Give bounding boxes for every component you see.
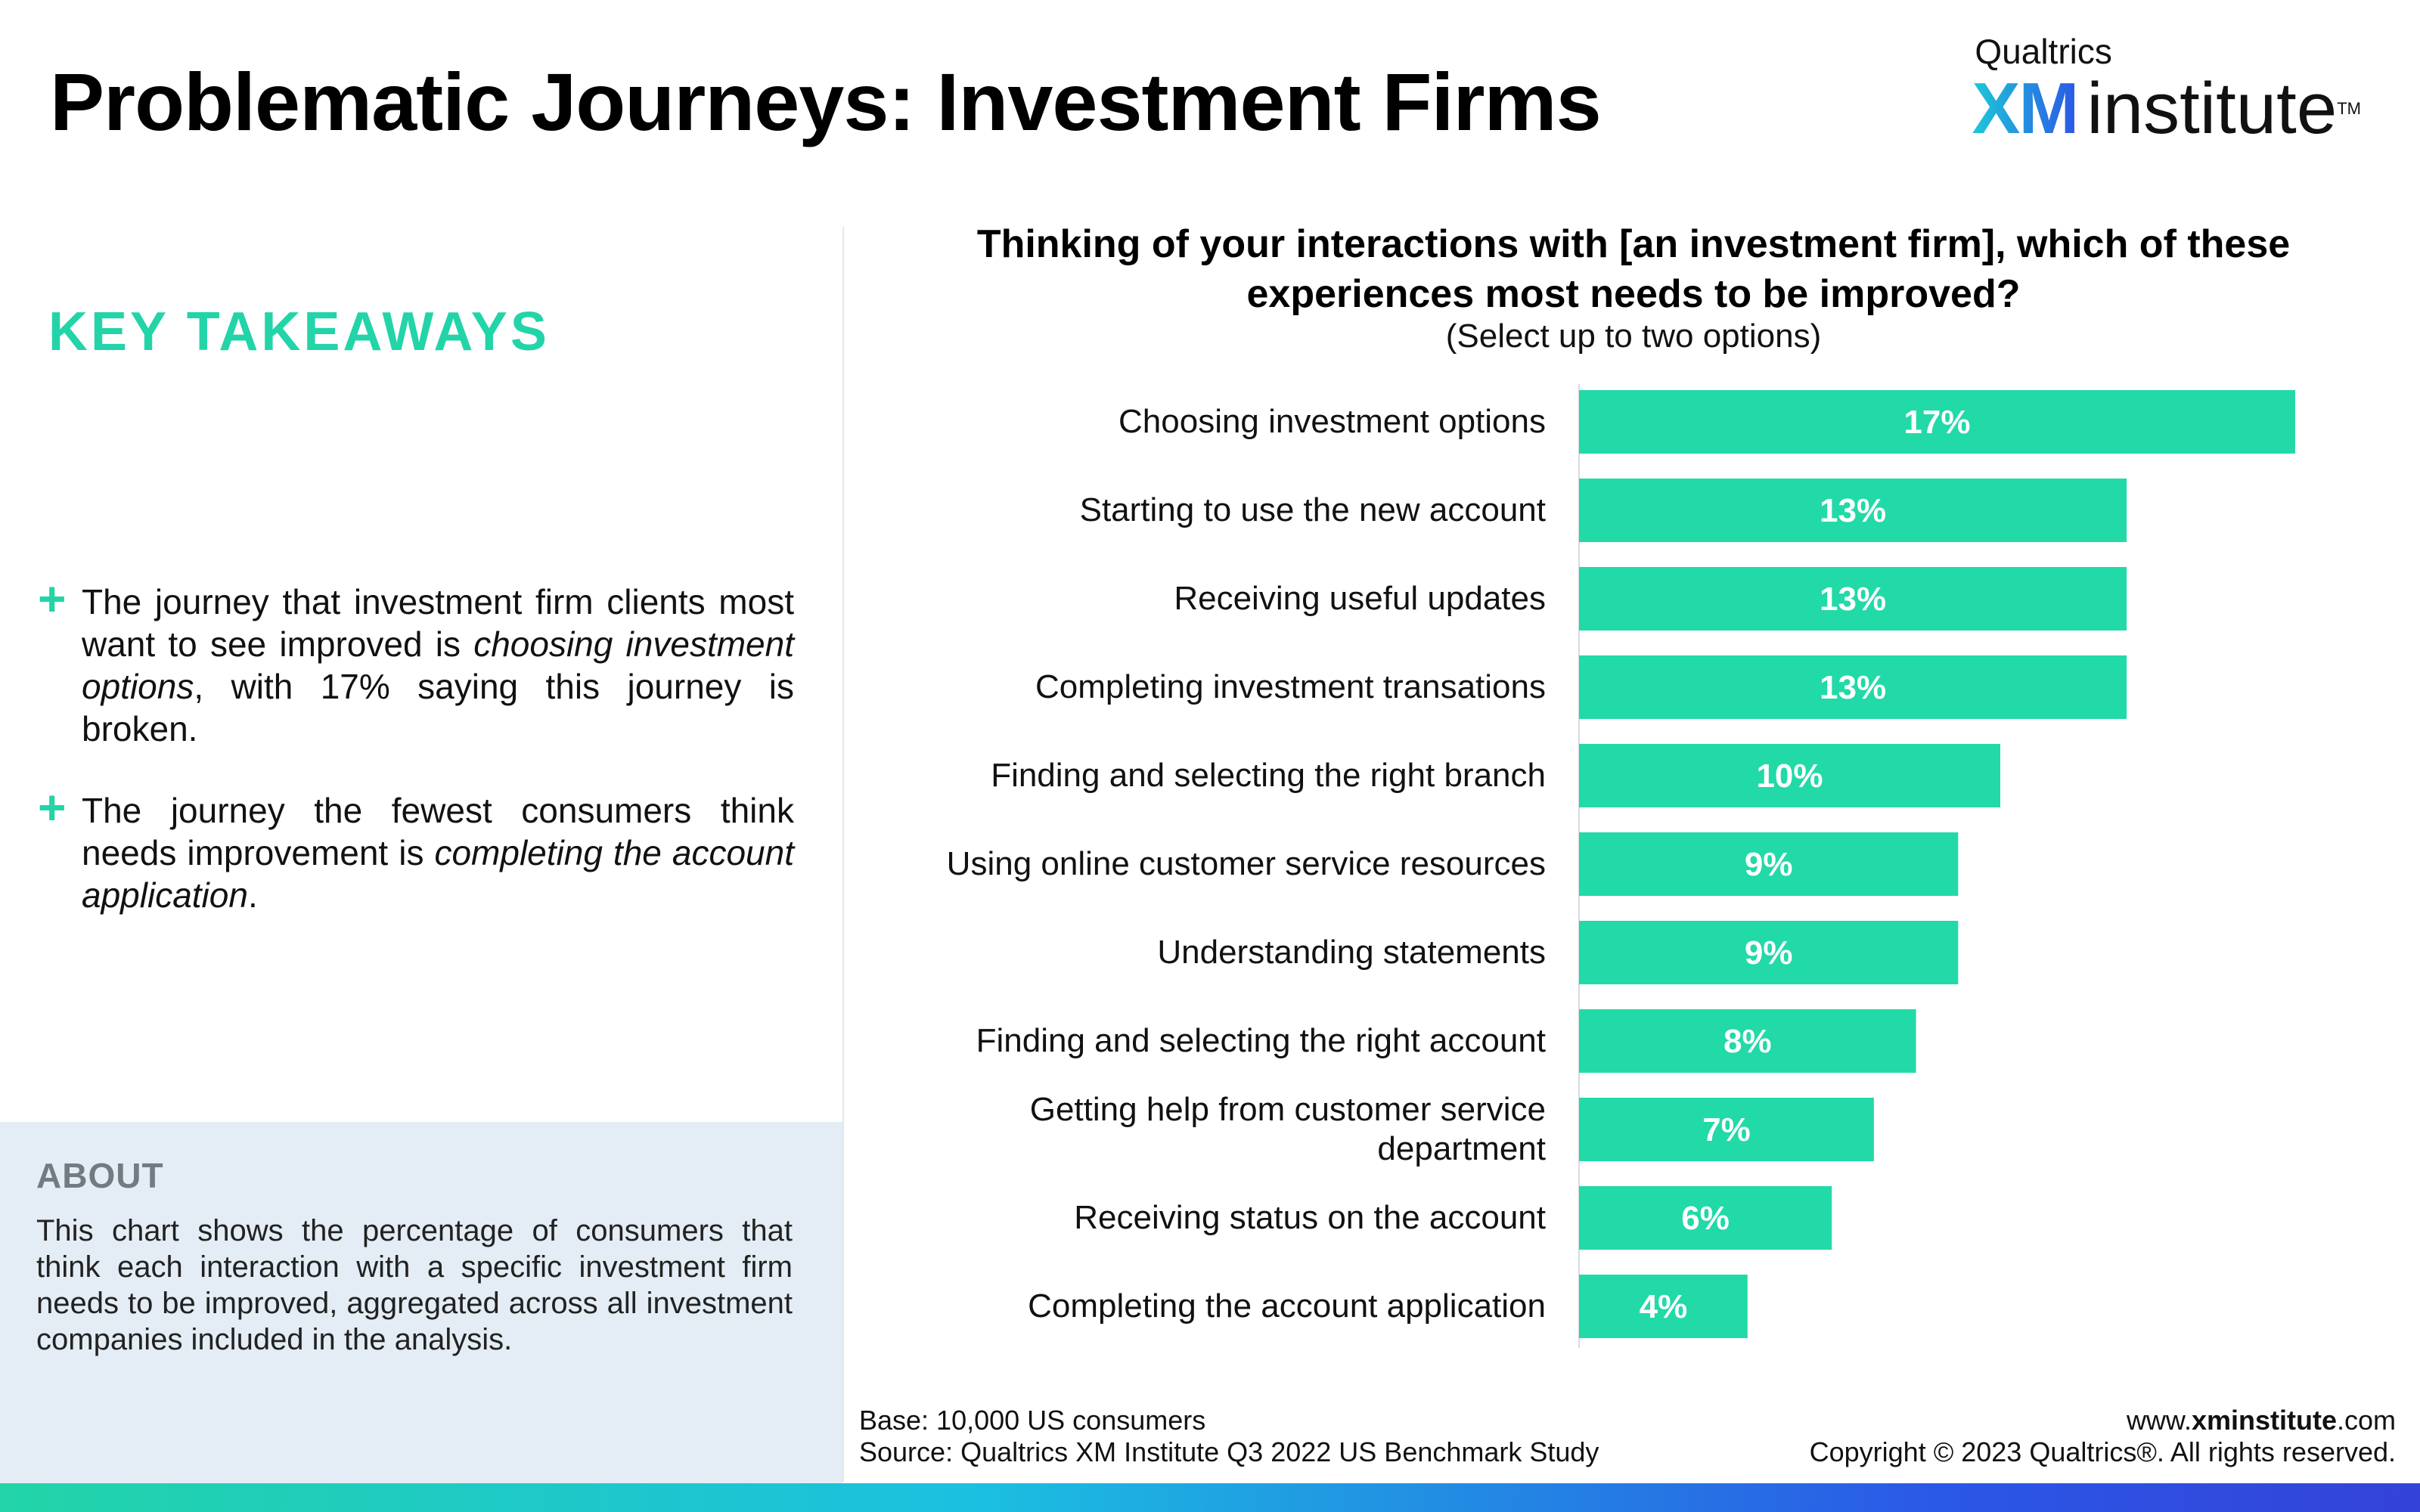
bar-value-label: 7% [1702, 1111, 1751, 1148]
about-heading: ABOUT [36, 1156, 164, 1195]
about-panel: ABOUT This chart shows the percentage of… [0, 1122, 842, 1483]
bar [1579, 1098, 1874, 1161]
category-label: Understanding statements [1157, 934, 1546, 971]
bar-value-label: 6% [1681, 1200, 1730, 1237]
bar-value-label: 13% [1820, 669, 1886, 706]
category-label: Receiving useful updates [1174, 580, 1546, 617]
website-link[interactable]: www.xminstitute.com [2126, 1405, 2396, 1436]
category-label: Completing the account application [1028, 1287, 1546, 1325]
logo-qualtrics-text: Qualtrics [1975, 32, 2112, 71]
chart-subtitle: (Select up to two options) [1445, 318, 1822, 355]
bar-value-label: 9% [1745, 846, 1793, 883]
bar [1579, 479, 2127, 542]
takeaway-text: The journey the fewest consumers think n… [82, 791, 795, 915]
bar-value-label: 10% [1756, 758, 1823, 795]
bar-value-label: 8% [1723, 1023, 1772, 1060]
bar-value-label: 4% [1640, 1288, 1688, 1325]
bar [1579, 567, 2127, 631]
bar [1579, 1009, 1916, 1073]
bar-value-label: 13% [1820, 492, 1886, 529]
bar [1579, 1275, 1748, 1338]
category-label: Completing investment transations [1035, 668, 1546, 705]
about-text: This chart shows the percentage of consu… [36, 1214, 793, 1356]
takeaway-text: The journey that investment firm clients… [82, 582, 794, 748]
bar [1579, 655, 2127, 719]
column-divider [842, 227, 844, 1482]
takeaway-item: + The journey that investment firm clien… [38, 575, 794, 750]
bar [1579, 744, 2000, 807]
category-label: Finding and selecting the right account [976, 1022, 1546, 1059]
source-note: Source: Qualtrics XM Institute Q3 2022 U… [859, 1436, 1599, 1467]
chart-title: Thinking of your interactions with [an i… [976, 222, 2291, 316]
category-label: Using online customer service resources [947, 845, 1546, 882]
bottom-gradient-bar [0, 1483, 2420, 1512]
bar-value-label: 17% [1903, 404, 1970, 441]
base-note: Base: 10,000 US consumers [859, 1405, 1206, 1436]
plus-icon: + [38, 780, 67, 835]
bar [1579, 1186, 1832, 1250]
footer-right: www.xminstitute.com Copyright © 2023 Qua… [1810, 1405, 2396, 1468]
category-label: Receiving status on the account [1074, 1199, 1546, 1236]
bar [1579, 832, 1959, 896]
logo-main: XM instituteTM [1972, 73, 2361, 145]
category-label: Getting help from customer service depart… [1030, 1091, 1546, 1167]
footer-left: Base: 10,000 US consumers Source: Qualtr… [859, 1405, 1599, 1468]
copyright-note: Copyright © 2023 Qualtrics®. All rights … [1809, 1436, 2396, 1467]
category-label: Starting to use the new account [1080, 491, 1546, 528]
bar [1579, 921, 1959, 984]
takeaway-item: + The journey the fewest consumers think… [38, 783, 795, 916]
bar-value-label: 9% [1745, 934, 1793, 971]
category-label: Finding and selecting the right branch [991, 757, 1546, 794]
qualtrics-xm-institute-logo: Qualtrics XM instituteTM [1972, 30, 2361, 145]
bar-value-label: 13% [1820, 581, 1886, 618]
page-title: Problematic Journeys: Investment Firms [50, 56, 1602, 147]
logo-institute-text: institute [2086, 68, 2338, 149]
logo-tm-mark: TM [2337, 99, 2361, 118]
plus-icon: + [38, 572, 67, 626]
bar [1579, 390, 2295, 454]
logo-xm-text: XM [1972, 68, 2079, 149]
category-label: Choosing investment options [1118, 403, 1546, 440]
key-takeaways-heading: KEY TAKEAWAYS [48, 302, 550, 362]
